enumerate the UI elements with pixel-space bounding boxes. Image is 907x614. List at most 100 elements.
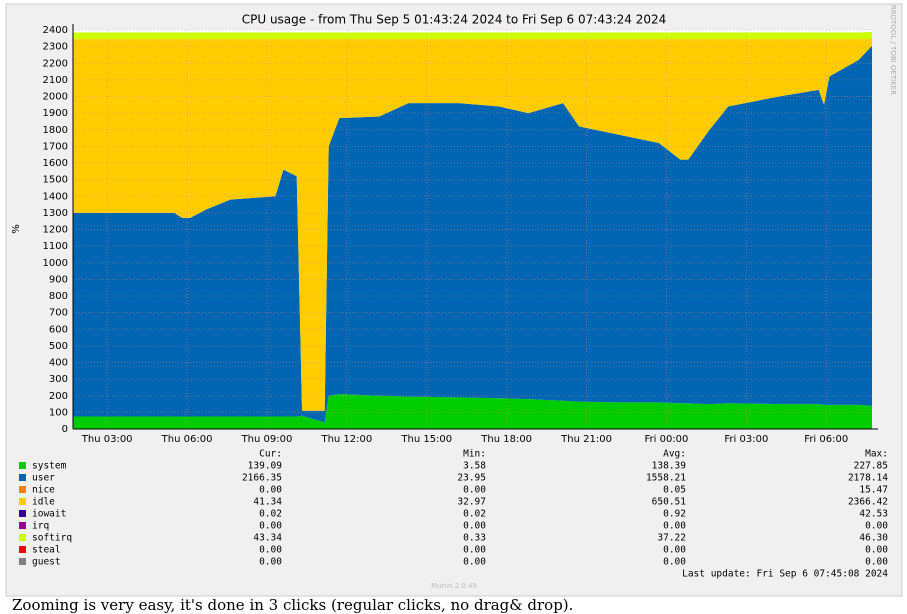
y-tick-label: 1300 xyxy=(43,208,68,219)
legend-value: 227.85 xyxy=(854,461,888,472)
legend-value: 0.00 xyxy=(259,545,282,556)
y-tick-label: 0 xyxy=(62,424,68,435)
legend-swatch xyxy=(19,486,26,493)
watermark: RRDTOOL / TOBI OETIKER xyxy=(889,5,897,95)
x-tick-label: Thu 06:00 xyxy=(161,434,213,445)
legend-value: 43.34 xyxy=(253,533,282,544)
legend-value: 0.00 xyxy=(259,521,282,532)
legend-value: 0.92 xyxy=(663,509,686,520)
y-tick-label: 800 xyxy=(49,291,68,302)
legend-swatch xyxy=(19,498,26,505)
legend-value: 0.05 xyxy=(663,485,686,496)
legend-swatch xyxy=(19,534,26,541)
legend-value: 2166.35 xyxy=(242,473,282,484)
x-tick-label: Thu 09:00 xyxy=(241,434,293,445)
legend-value: 46.30 xyxy=(859,533,888,544)
legend-value: 41.34 xyxy=(253,497,282,508)
legend-swatch xyxy=(19,558,26,565)
y-tick-label: 1200 xyxy=(43,225,68,236)
legend-value: 0.33 xyxy=(463,533,486,544)
legend-swatch xyxy=(19,474,26,481)
y-axis-label: % xyxy=(11,224,22,234)
footer-text: Zooming is very easy, it's done in 3 cli… xyxy=(12,596,573,614)
y-tick-label: 700 xyxy=(49,308,68,319)
y-tick-label: 1100 xyxy=(43,241,68,252)
legend-value: 0.00 xyxy=(865,557,888,568)
x-tick-label: Fri 06:00 xyxy=(804,434,848,445)
legend-entry: system xyxy=(32,461,67,472)
legend-value: 42.53 xyxy=(859,509,888,520)
legend-entry: nice xyxy=(32,485,55,496)
legend-value: 3.58 xyxy=(463,461,486,472)
legend-value: 1558.21 xyxy=(646,473,686,484)
legend-value: 0.02 xyxy=(463,509,486,520)
x-tick-label: Thu 15:00 xyxy=(400,434,452,445)
legend-value: 0.00 xyxy=(865,521,888,532)
munin-graph: CPU usage - from Thu Sep 5 01:43:24 2024… xyxy=(0,0,907,598)
x-tick-label: Thu 18:00 xyxy=(480,434,532,445)
column-header: Avg: xyxy=(663,449,686,460)
legend-value: 139.09 xyxy=(248,461,283,472)
legend-value: 0.00 xyxy=(865,545,888,556)
legend-entry: idle xyxy=(32,497,55,508)
y-tick-label: 2000 xyxy=(43,92,68,103)
x-tick-label: Thu 21:00 xyxy=(560,434,612,445)
legend-swatch xyxy=(19,546,26,553)
legend-value: 138.39 xyxy=(652,461,687,472)
x-tick-label: Fri 00:00 xyxy=(645,434,689,445)
y-tick-label: 1500 xyxy=(43,175,68,186)
legend-swatch xyxy=(19,522,26,529)
y-tick-label: 2200 xyxy=(43,58,68,69)
legend-value: 15.47 xyxy=(859,485,888,496)
y-tick-label: 900 xyxy=(49,274,68,285)
y-tick-label: 1600 xyxy=(43,158,68,169)
column-header: Max: xyxy=(865,449,888,460)
y-tick-label: 300 xyxy=(49,374,68,385)
legend-swatch xyxy=(19,510,26,517)
column-header: Min: xyxy=(463,449,486,460)
last-update: Last update: Fri Sep 6 07:45:08 2024 xyxy=(682,569,888,580)
legend-value: 650.51 xyxy=(652,497,687,508)
legend-entry: steal xyxy=(32,545,61,556)
legend-entry: user xyxy=(32,473,55,484)
x-tick-label: Fri 03:00 xyxy=(724,434,768,445)
legend-value: 0.00 xyxy=(663,557,686,568)
column-header: Cur: xyxy=(259,449,282,460)
y-tick-label: 1700 xyxy=(43,141,68,152)
legend-value: 37.22 xyxy=(657,533,686,544)
y-tick-label: 1800 xyxy=(43,125,68,136)
y-tick-label: 1900 xyxy=(43,108,68,119)
legend-entry: guest xyxy=(32,557,61,568)
y-tick-label: 500 xyxy=(49,341,68,352)
legend-value: 0.00 xyxy=(259,557,282,568)
legend-entry: softirq xyxy=(32,533,72,544)
y-tick-label: 1000 xyxy=(43,258,68,269)
version: Munin 2.0.49 xyxy=(431,582,477,590)
legend-value: 0.00 xyxy=(663,521,686,532)
area-softirq xyxy=(73,32,872,39)
legend-value: 2178.14 xyxy=(848,473,888,484)
legend-value: 0.00 xyxy=(463,521,486,532)
y-tick-label: 200 xyxy=(49,391,68,402)
legend-entry: irq xyxy=(32,521,49,532)
legend-swatch xyxy=(19,462,26,469)
legend-value: 2366.42 xyxy=(848,497,888,508)
legend-value: 0.02 xyxy=(259,509,282,520)
y-tick-label: 1400 xyxy=(43,191,68,202)
legend-value: 0.00 xyxy=(463,557,486,568)
x-tick-label: Thu 03:00 xyxy=(81,434,133,445)
x-tick-label: Thu 12:00 xyxy=(320,434,372,445)
legend-value: 0.00 xyxy=(663,545,686,556)
y-tick-label: 100 xyxy=(49,407,68,418)
y-tick-label: 2400 xyxy=(43,25,68,36)
legend-value: 23.95 xyxy=(457,473,486,484)
legend-entry: iowait xyxy=(32,509,66,520)
y-tick-label: 400 xyxy=(49,358,68,369)
y-tick-label: 600 xyxy=(49,324,68,335)
legend-value: 0.00 xyxy=(463,545,486,556)
legend-value: 0.00 xyxy=(259,485,282,496)
y-tick-label: 2300 xyxy=(43,42,68,53)
legend-value: 0.00 xyxy=(463,485,486,496)
y-tick-label: 2100 xyxy=(43,75,68,86)
